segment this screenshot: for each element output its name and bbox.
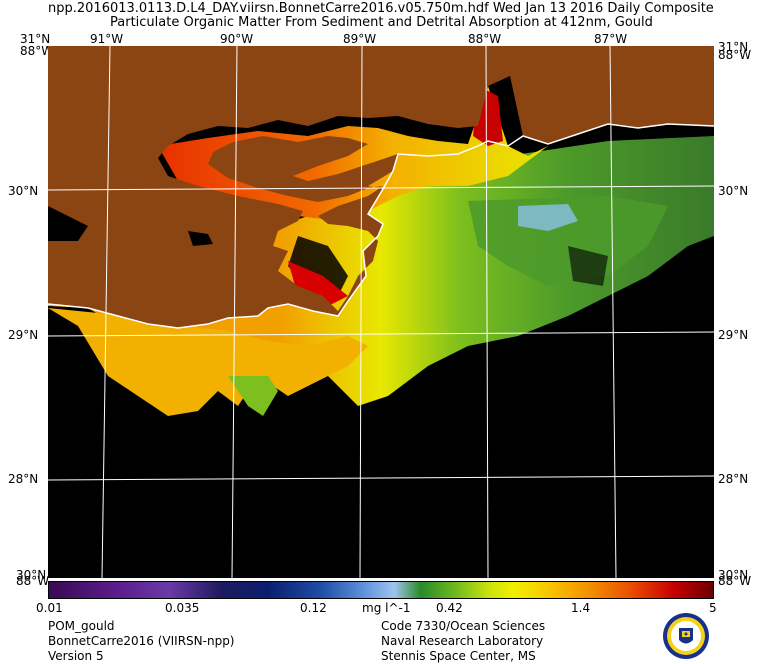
colorbar-tick-0.01: 0.01 [36, 601, 63, 615]
colorbar-units: mg l^-1 [362, 601, 411, 615]
lon-label-91w: 91°W [90, 32, 124, 46]
lake-pontchartrain [48, 206, 88, 241]
corner-bl-lat: 30°N [16, 568, 47, 582]
footer-code: Code 7330/Ocean Sciences [381, 619, 546, 633]
plume-blue-patch [518, 204, 578, 231]
lat-right-28n: 28°N [718, 472, 749, 486]
nrl-seal-icon [663, 613, 709, 659]
grid-lon-89w [359, 46, 363, 578]
grid-lon-87w [609, 46, 617, 578]
corner-tl-lat: 31°N [20, 32, 51, 46]
colorbar-tick-0.42: 0.42 [436, 601, 463, 615]
grid-lat-29n [48, 331, 714, 337]
lon-label-90w: 90°W [220, 32, 254, 46]
lat-left-29n: 29°N [8, 328, 39, 342]
inland-water [188, 231, 213, 246]
lat-left-30n: 30°N [8, 184, 39, 198]
lon-label-88w: 88°W [468, 32, 502, 46]
graticule [48, 46, 714, 578]
lon-label-87w: 87°W [594, 32, 628, 46]
colorbar-tick-1.4: 1.4 [571, 601, 591, 615]
plume-gap-east [568, 246, 608, 286]
colorbar-tick-0.12: 0.12 [300, 601, 327, 615]
plume-west [48, 308, 368, 416]
lat-right-30n: 30°N [718, 184, 749, 198]
colorbar [48, 581, 714, 599]
title-line-1: npp.2016013.0113.D.L4_DAY.viirsn.BonnetC… [48, 1, 714, 16]
grid-lat-30n [48, 185, 714, 191]
footer-lab: Naval Research Laboratory [381, 634, 544, 648]
title-line-2: Particulate Organic Matter From Sediment… [110, 15, 653, 30]
corner-br-lon: 88°W [718, 574, 752, 588]
footer-dataset: BonnetCarre2016 (VIIRSN-npp) [48, 634, 235, 648]
corner-br-lat: 30°N [718, 568, 749, 582]
grid-lon-90w [231, 46, 238, 578]
land-mass [48, 46, 714, 328]
footer-product: POM_gould [48, 619, 115, 633]
footer-version: Version 5 [48, 649, 104, 663]
colorbar-tick-5: 5 [709, 601, 717, 615]
map-panel [48, 46, 714, 578]
grid-lat-28n [48, 475, 714, 481]
footer-location: Stennis Space Center, MS [381, 649, 536, 663]
coastline [48, 123, 714, 329]
plume-green-patch [228, 376, 278, 416]
coastal-band [158, 86, 548, 221]
lat-right-29n: 29°N [718, 328, 749, 342]
lat-left-28n: 28°N [8, 472, 39, 486]
grid-lon-91w [101, 46, 111, 578]
grid-lon-88w [485, 46, 489, 578]
corner-tl-lon: 88°W [20, 44, 54, 58]
lon-label-89w: 89°W [343, 32, 377, 46]
colorbar-tick-0.035: 0.035 [165, 601, 200, 615]
corner-tr-lat: 31°N [718, 40, 749, 54]
corner-tr-lon: 88°W [718, 48, 752, 62]
map-image [48, 46, 714, 578]
corner-bl-lon: 88°W [16, 574, 50, 588]
